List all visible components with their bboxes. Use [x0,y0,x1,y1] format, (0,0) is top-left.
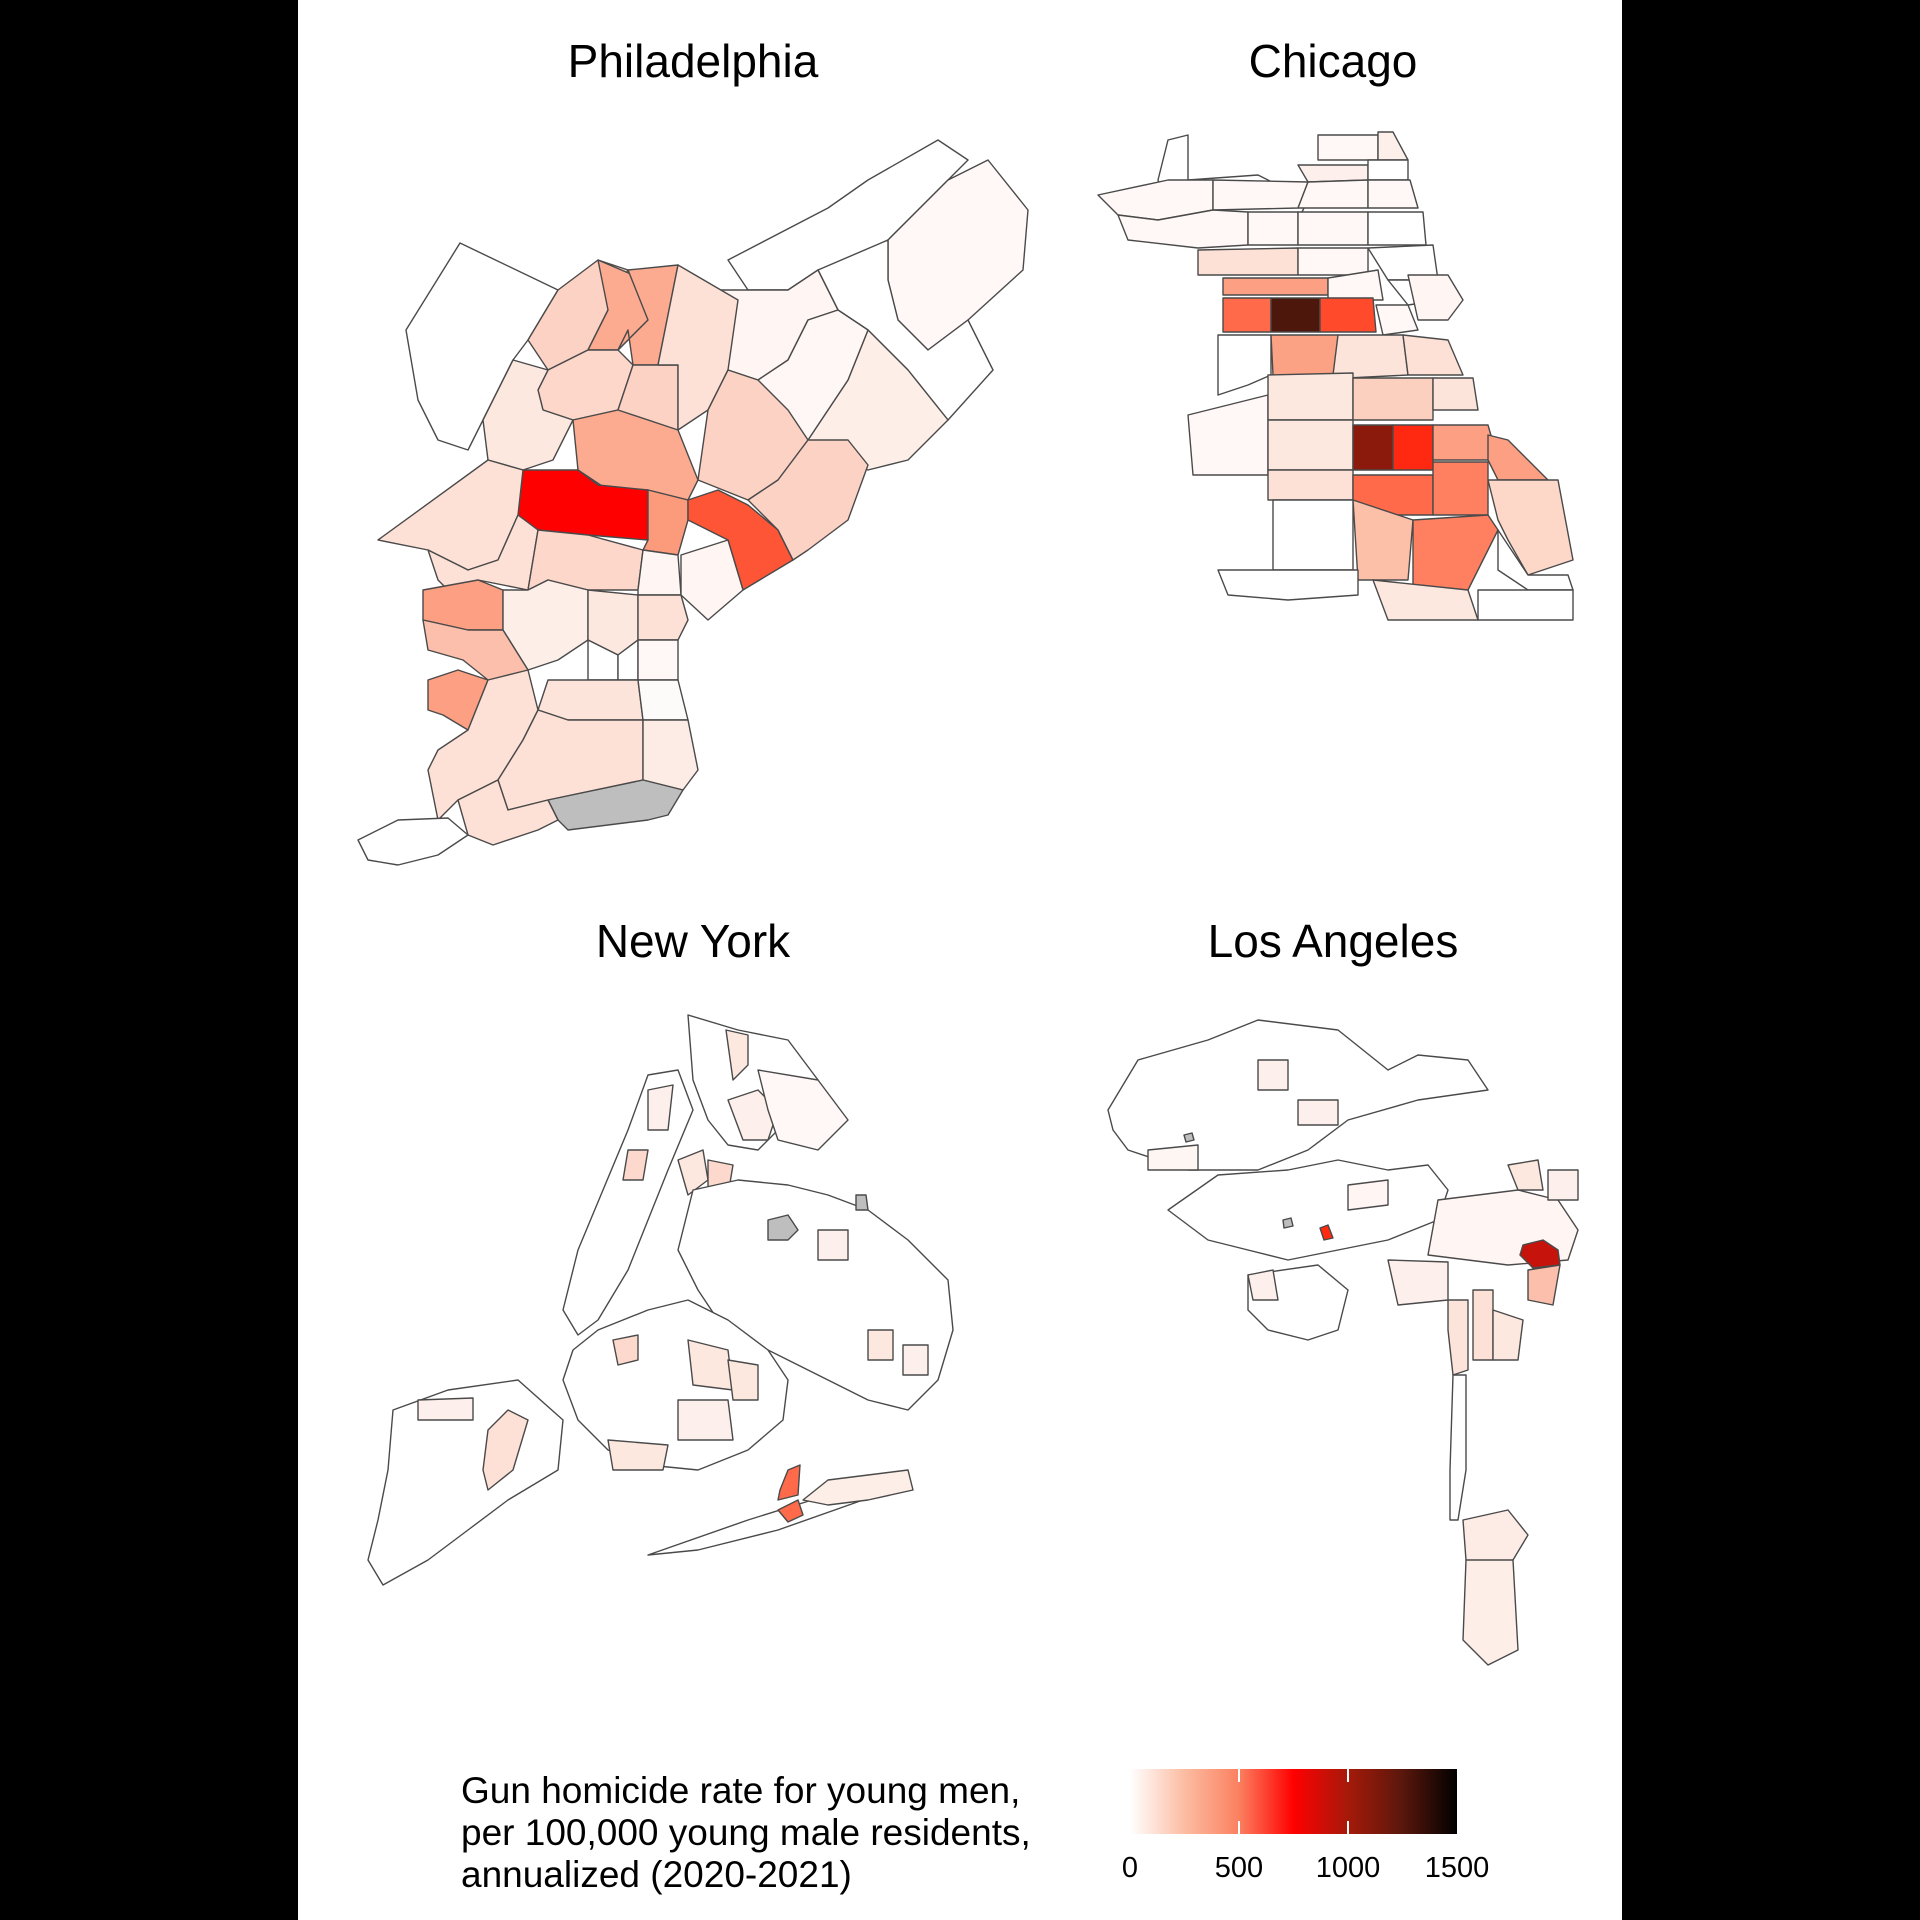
legend-title: Gun homicide rate for young men, per 100… [461,1770,1031,1896]
map-philadelphia [348,120,1038,870]
legend-title-line-1: Gun homicide rate for young men, [461,1770,1021,1811]
legend-colorbar [1130,1769,1457,1834]
legend-tick-1500: 1500 [1424,1852,1490,1884]
panel-title-chicago: Chicago [1248,35,1418,87]
legend-title-line-3: annualized (2020-2021) [461,1854,852,1895]
map-chicago [1088,120,1608,880]
legend-title-line-2: per 100,000 young male residents, [461,1812,1031,1853]
panel-title-philadelphia: Philadelphia [567,35,819,87]
legend-tick-500: 500 [1214,1852,1264,1884]
map-new-york [348,1000,1038,1700]
figure-panel: Philadelphia Chicago New York Los Angele… [298,0,1622,1920]
legend-tick-0: 0 [1121,1852,1139,1884]
legend-tick-1000: 1000 [1315,1852,1381,1884]
panel-title-los-angeles: Los Angeles [1207,915,1459,967]
panel-title-new-york: New York [595,915,791,967]
map-los-angeles [1088,1000,1628,1700]
